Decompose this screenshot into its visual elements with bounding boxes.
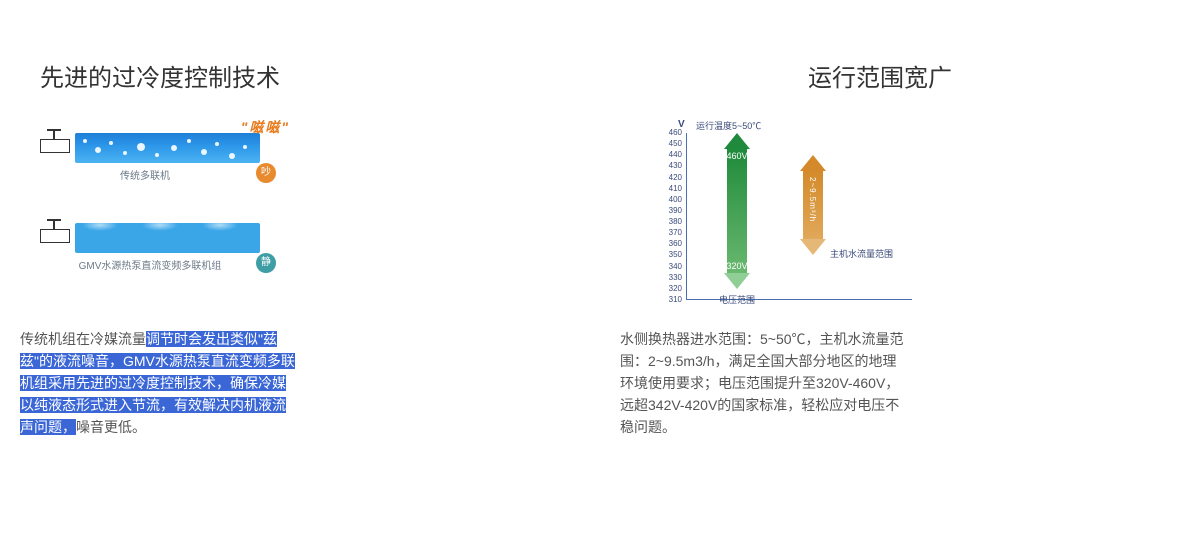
pipe-row-traditional: "嗞嗞" 传统多联机 吵 [20,123,280,193]
flow-range-vertical-label: 2~9.5m³/h [808,177,817,222]
bubble [187,139,191,143]
bubble [215,142,219,146]
noisy-badge: 吵 [256,163,276,183]
desc-plain-after: 噪音更低。 [76,419,146,435]
desc-plain-before: 传统机组在冷媒流量 [20,331,146,347]
y-tick-label: 370 [660,228,682,237]
y-tick-label: 410 [660,184,682,193]
valve-icon [40,139,70,163]
pipe-bubbly [75,133,260,163]
noise-effect-label: "嗞嗞" [241,117,290,137]
y-tick-label: 430 [660,161,682,170]
y-tick-label: 330 [660,273,682,282]
subcooling-diagram: "嗞嗞" 传统多联机 吵 GMV水源热泵直流变频多联机组 静 [20,123,280,303]
bubble [95,147,101,153]
pipe-row-gmv: GMV水源热泵直流变频多联机组 静 [20,213,280,283]
voltage-range-arrow: 460V 320V [724,133,750,289]
bubble [109,141,113,145]
y-tick-label: 320 [660,284,682,293]
bubble [137,143,145,151]
bubble [123,151,127,155]
right-section: 运行范围宽广 V 运行温度5~50℃ 460V 320V 电压范围 2~9.5m… [620,58,900,308]
y-tick-label: 460 [660,128,682,137]
y-axis [686,133,687,300]
y-tick-label: 420 [660,173,682,182]
y-tick-label: 360 [660,239,682,248]
chart-top-label: 运行温度5~50℃ [696,119,761,132]
bubble [229,153,235,159]
y-tick-label: 450 [660,139,682,148]
voltage-top-label: 460V [724,151,750,161]
y-tick-label: 380 [660,217,682,226]
voltage-bottom-label: 320V [724,261,750,271]
voltage-range-legend: 电压范围 [719,293,755,306]
bubble [83,139,87,143]
left-description: 传统机组在冷媒流量调节时会发出类似"兹兹"的液流噪音，GMV水源热泵直流变频多联… [20,328,298,438]
y-tick-label: 440 [660,150,682,159]
quiet-badge: 静 [256,253,276,273]
valve-icon [40,229,70,253]
y-tick-label: 390 [660,206,682,215]
operating-range-chart: V 运行温度5~50℃ 460V 320V 电压范围 2~9.5m³/h 主机水… [660,123,920,308]
flow-range-arrow: 2~9.5m³/h [800,155,826,255]
row1-caption: 传统多联机 [75,167,215,182]
bubble [201,149,207,155]
y-tick-label: 340 [660,262,682,271]
pipe-smooth [75,223,260,253]
bubble [243,145,247,149]
left-section: 先进的过冷度控制技术 "嗞嗞" 传统多联机 吵 GMV水源热泵直流变频多联机组 … [20,58,300,313]
right-description: 水侧换热器进水范围：5~50℃，主机水流量范围：2~9.5m3/h，满足全国大部… [620,328,910,438]
bubble [171,145,177,151]
flow-range-legend: 主机水流量范围 [830,247,893,260]
bubble [155,153,159,157]
y-tick-label: 400 [660,195,682,204]
y-tick-label: 350 [660,250,682,259]
row2-caption: GMV水源热泵直流变频多联机组 [60,257,240,272]
y-tick-label: 310 [660,295,682,304]
right-title: 运行范围宽广 [690,58,1070,93]
left-title: 先进的过冷度控制技术 [0,58,350,93]
